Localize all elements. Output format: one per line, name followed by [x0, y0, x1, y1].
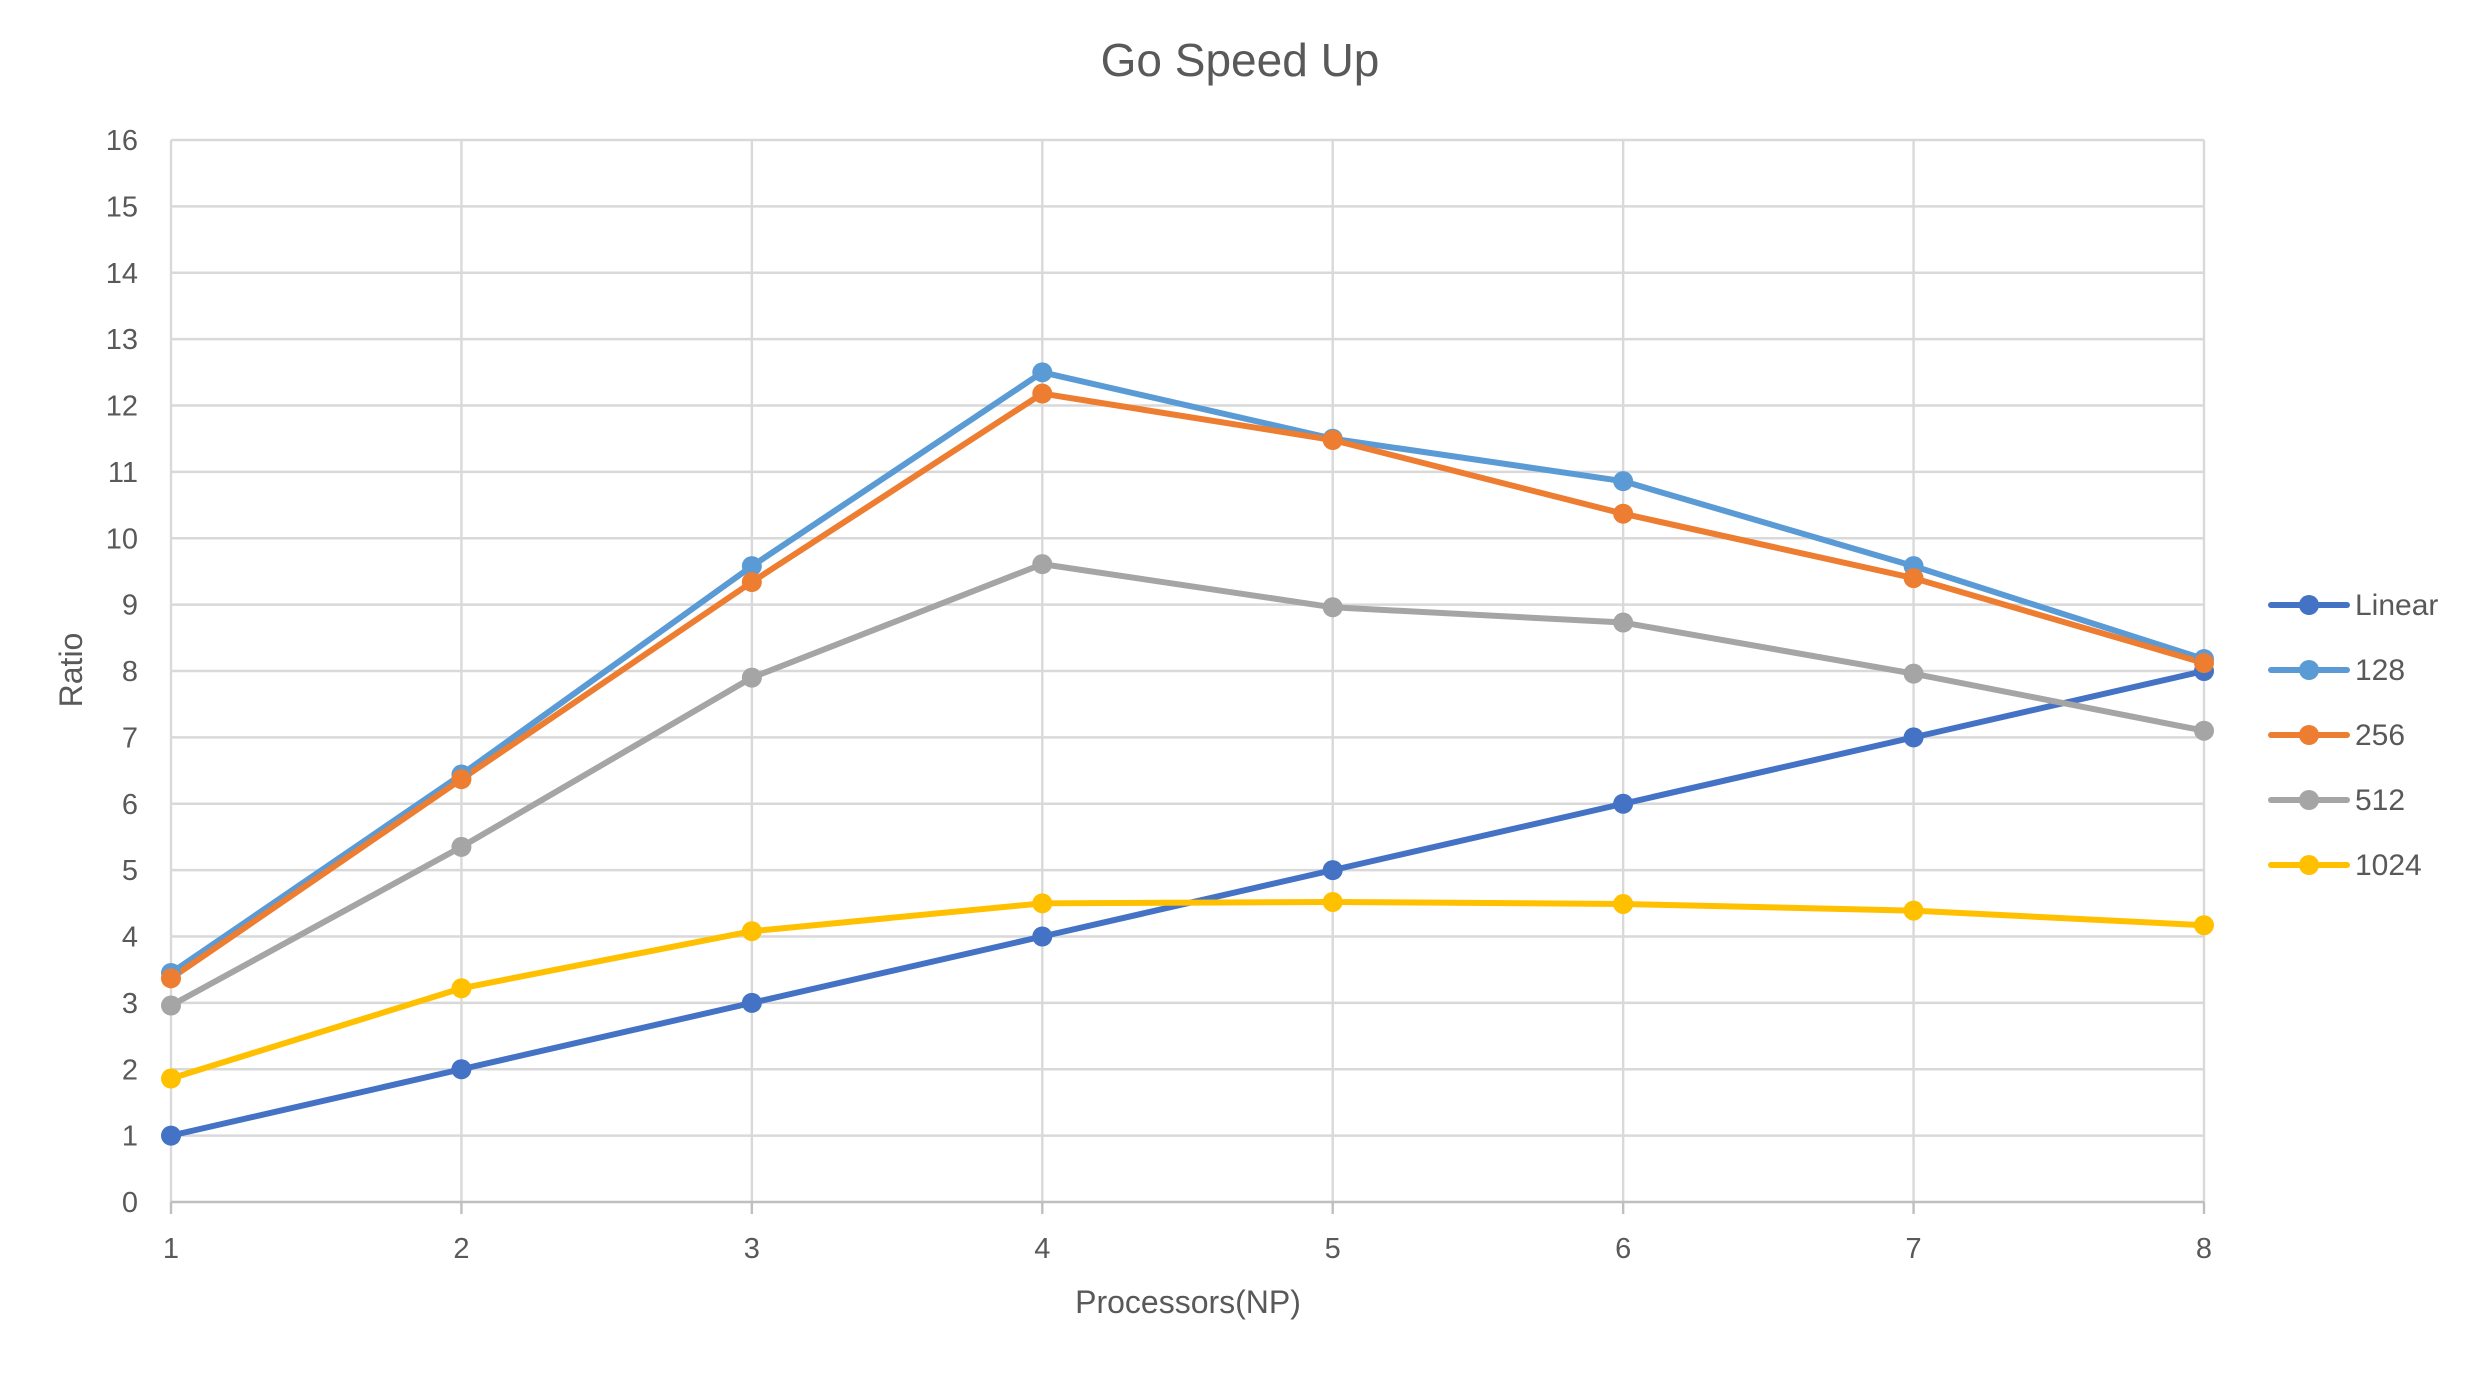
y-tick-label: 0: [122, 1187, 138, 1219]
data-point-512: [1613, 612, 1634, 633]
data-point-256: [1903, 568, 1924, 589]
data-point-256: [1322, 430, 1343, 451]
data-point-1024: [1613, 893, 1634, 914]
y-tick-label: 6: [122, 789, 138, 821]
x-tick-label: 8: [2196, 1233, 2212, 1265]
data-point-512: [1032, 554, 1053, 575]
y-tick-label: 8: [122, 656, 138, 688]
data-points: [161, 362, 2214, 1146]
x-tick-label: 3: [744, 1233, 760, 1265]
data-point-1024: [2194, 915, 2214, 936]
series-line-1024: [168, 898, 2207, 1082]
legend-swatch-marker: [2299, 855, 2319, 875]
data-point-linear: [451, 1059, 472, 1080]
legend-item-512: 512: [2268, 784, 2405, 817]
series-line-512: [168, 561, 2207, 1009]
y-tick-label: 7: [122, 722, 138, 754]
data-point-linear: [1613, 793, 1634, 814]
y-tick-label: 10: [106, 523, 138, 555]
data-point-256: [1032, 383, 1053, 404]
data-point-linear: [1322, 860, 1343, 881]
legend-item-linear: Linear: [2268, 589, 2438, 622]
x-tick-label: 2: [453, 1233, 469, 1265]
x-tick-label: 6: [1615, 1233, 1631, 1265]
y-tick-label: 1: [122, 1121, 138, 1153]
y-tick-label: 16: [106, 125, 138, 157]
data-point-256: [451, 769, 472, 790]
data-point-512: [1322, 597, 1343, 618]
legend-swatch-marker: [2299, 660, 2319, 680]
y-tick-label: 2: [122, 1054, 138, 1086]
y-tick-label: 12: [106, 391, 138, 423]
x-tick-label: 7: [1906, 1233, 1922, 1265]
x-tick-label: 5: [1325, 1233, 1341, 1265]
legend-label: 256: [2355, 719, 2405, 752]
gridlines: [169, 138, 2206, 1202]
data-point-512: [1903, 663, 1924, 684]
data-point-128: [741, 556, 762, 577]
legend: Linear 128 256 512 1024: [2268, 589, 2438, 882]
x-tick-label: 4: [1034, 1233, 1050, 1265]
y-tick-label: 14: [106, 258, 138, 290]
series-lines: [168, 369, 2207, 1139]
data-point-512: [741, 667, 762, 688]
legend-label: 128: [2355, 654, 2405, 687]
y-axis-title: Ratio: [53, 633, 89, 708]
y-tick-label: 15: [106, 191, 138, 223]
x-axis-title: Processors(NP): [1075, 1284, 1301, 1320]
series-line-128: [168, 369, 2207, 977]
legend-swatch-marker: [2299, 595, 2319, 615]
data-point-512: [2194, 720, 2214, 741]
data-point-512: [451, 836, 472, 857]
chart-title: Go Speed Up: [1101, 34, 1380, 86]
legend-item-128: 128: [2268, 654, 2405, 687]
legend-label: Linear: [2355, 589, 2438, 622]
legend-label: 1024: [2355, 849, 2422, 882]
y-tick-label: 13: [106, 324, 138, 356]
data-point-1024: [741, 921, 762, 942]
data-point-linear: [1032, 926, 1053, 947]
legend-item-1024: 1024: [2268, 849, 2422, 882]
legend-label: 512: [2355, 784, 2405, 817]
y-tick-label: 5: [122, 855, 138, 887]
data-point-1024: [1903, 900, 1924, 921]
data-point-1024: [1322, 891, 1343, 912]
legend-swatch-marker: [2299, 725, 2319, 745]
legend-item-256: 256: [2268, 719, 2405, 752]
series-line-256: [168, 390, 2207, 982]
data-point-1024: [1032, 893, 1053, 914]
data-point-256: [1613, 503, 1634, 524]
y-tick-label: 3: [122, 988, 138, 1020]
data-point-linear: [741, 992, 762, 1013]
data-point-128: [1032, 362, 1053, 383]
y-tick-label: 4: [122, 922, 138, 954]
legend-swatch-marker: [2299, 790, 2319, 810]
data-point-256: [741, 572, 762, 593]
data-point-256: [161, 968, 181, 989]
y-tick-label: 11: [108, 457, 138, 489]
x-tick-label: 1: [163, 1233, 179, 1265]
data-point-128: [1613, 471, 1634, 492]
data-point-linear: [1903, 727, 1924, 748]
data-point-512: [161, 995, 181, 1016]
y-tick-label: 9: [122, 590, 138, 622]
data-point-linear: [161, 1125, 181, 1146]
data-point-256: [2194, 653, 2214, 674]
data-point-1024: [161, 1068, 181, 1089]
data-point-1024: [451, 978, 472, 999]
